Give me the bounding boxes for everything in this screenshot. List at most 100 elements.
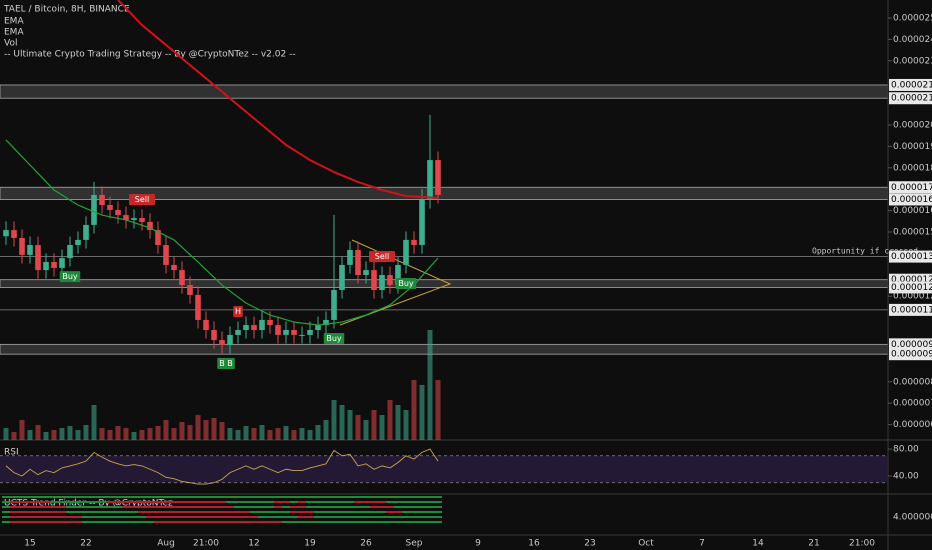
ucts-stripe <box>210 521 218 523</box>
volume-bar <box>307 430 313 440</box>
ucts-stripe <box>82 501 90 503</box>
ucts-stripe <box>290 521 298 523</box>
ucts-stripe <box>314 511 322 513</box>
ucts-stripe <box>122 496 130 498</box>
candle-body <box>339 264 345 290</box>
ucts-stripe <box>298 506 306 508</box>
ucts-stripe <box>130 496 138 498</box>
volume-bar <box>251 428 257 440</box>
ucts-stripe <box>130 511 138 513</box>
ucts-stripe <box>242 521 250 523</box>
signal-label: B <box>219 359 225 368</box>
y-tick-label: 0.00001600 <box>893 206 932 216</box>
ucts-stripe <box>18 511 26 513</box>
ucts-stripe <box>346 511 354 513</box>
volume-bar <box>379 415 385 440</box>
x-tick-label: 21:00 <box>193 539 219 549</box>
ucts-stripe <box>322 516 330 518</box>
candle-body <box>43 261 49 271</box>
ucts-stripe <box>250 521 258 523</box>
ucts-stripe <box>306 501 314 503</box>
candle-body <box>307 330 313 335</box>
ucts-stripe <box>338 511 346 513</box>
candle-body <box>187 285 193 295</box>
ucts-stripe <box>242 506 250 508</box>
price-label: 0.00000929 <box>891 350 932 360</box>
ucts-stripe <box>50 511 58 513</box>
candle-body <box>27 245 33 255</box>
ucts-stripe <box>42 521 50 523</box>
ucts-stripe <box>338 521 346 523</box>
ucts-stripe <box>122 521 130 523</box>
ucts-stripe <box>170 501 178 503</box>
indicator-name: EMA <box>4 17 24 27</box>
ucts-stripe <box>82 506 90 508</box>
ucts-stripe <box>410 496 418 498</box>
ucts-stripe <box>82 521 90 523</box>
ucts-stripe <box>106 521 114 523</box>
ucts-stripe <box>314 506 322 508</box>
signal-label: Buy <box>326 334 342 343</box>
signal-label: Buy <box>398 279 414 288</box>
ucts-stripe <box>10 506 18 508</box>
ucts-stripe <box>10 496 18 498</box>
ucts-stripe <box>362 521 370 523</box>
ucts-stripe <box>322 521 330 523</box>
ucts-stripe <box>58 516 66 518</box>
volume-bar <box>83 425 89 440</box>
candle-body <box>99 194 105 206</box>
ucts-stripe <box>42 511 50 513</box>
ucts-axis-label: 4.00000000 <box>893 513 932 523</box>
ucts-stripe <box>122 506 130 508</box>
ucts-stripe <box>170 496 178 498</box>
ucts-stripe <box>138 501 146 503</box>
ucts-stripe <box>210 511 218 513</box>
volume-bar <box>331 400 337 440</box>
ucts-stripe <box>66 516 74 518</box>
price-label: 0.00001277 <box>891 275 932 285</box>
volume-bar <box>243 426 249 440</box>
ucts-stripe <box>210 516 218 518</box>
ucts-stripe <box>50 496 58 498</box>
price-label-box <box>889 281 932 294</box>
ucts-stripe <box>250 501 258 503</box>
volume-bar <box>219 422 225 440</box>
ucts-stripe <box>234 516 242 518</box>
ucts-stripe <box>194 511 202 513</box>
ucts-stripe <box>290 501 298 503</box>
ucts-stripe <box>274 511 282 513</box>
price-label-box <box>889 78 932 91</box>
ucts-stripe <box>378 501 386 503</box>
x-tick-label: 22 <box>80 539 91 549</box>
ucts-stripe <box>202 496 210 498</box>
ucts-stripe <box>274 506 282 508</box>
candle-body <box>147 221 153 231</box>
ucts-stripe <box>218 516 226 518</box>
volume-bar <box>411 380 417 440</box>
ucts-stripe <box>338 506 346 508</box>
ucts-stripe <box>154 521 162 523</box>
y-tick-label: 80.00 <box>893 445 919 455</box>
ucts-stripe <box>186 496 194 498</box>
ucts-stripe <box>146 496 154 498</box>
ucts-stripe <box>170 521 178 523</box>
ucts-stripe <box>106 511 114 513</box>
ucts-stripe <box>202 521 210 523</box>
ucts-stripe <box>106 496 114 498</box>
price-label-box <box>889 92 932 105</box>
ucts-stripe <box>90 506 98 508</box>
signal-label: H <box>235 307 241 316</box>
signal-box <box>59 271 81 283</box>
volume-bar <box>323 420 329 440</box>
ucts-stripe <box>114 496 122 498</box>
ucts-stripe <box>282 511 290 513</box>
ucts-stripe <box>266 511 274 513</box>
ucts-stripe <box>226 496 234 498</box>
ucts-stripe <box>210 501 218 503</box>
ucts-stripe <box>114 511 122 513</box>
ucts-stripe <box>2 496 10 498</box>
ucts-stripe <box>186 516 194 518</box>
price-label: 0.00001652 <box>891 195 932 205</box>
candle-body <box>19 237 25 255</box>
